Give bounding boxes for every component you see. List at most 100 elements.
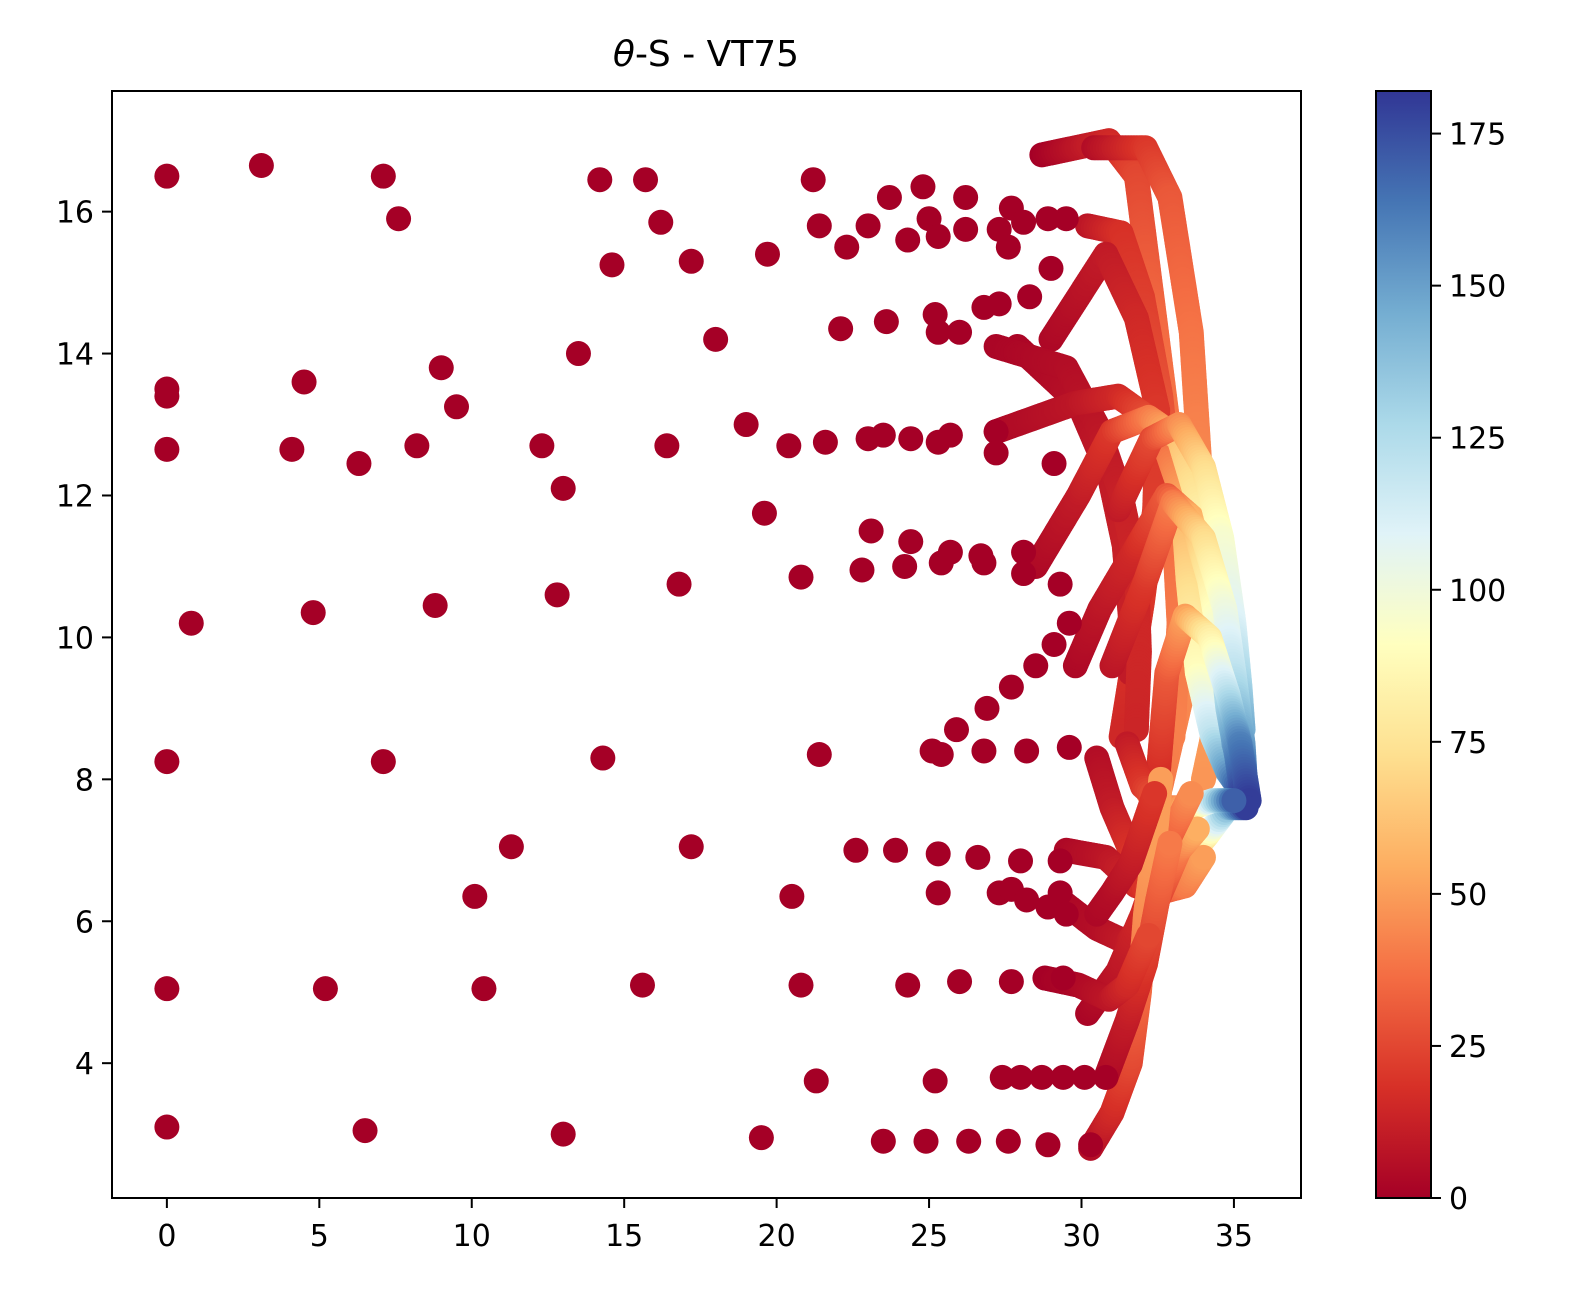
y-tick-label: 12 [56, 479, 94, 514]
data-point [1014, 738, 1040, 764]
data-point [754, 241, 780, 267]
data-point [1072, 1064, 1098, 1090]
data-point [1011, 209, 1037, 235]
data-point [1029, 1064, 1055, 1090]
data-point [953, 216, 979, 242]
data-point [1056, 610, 1082, 636]
data-point [974, 695, 1000, 721]
data-point [529, 433, 555, 459]
chart-title-theta: θ [613, 34, 635, 75]
colorbar-tick-label: 100 [1449, 574, 1506, 609]
data-point [1047, 848, 1073, 874]
data-point [870, 1128, 896, 1154]
points-layer [154, 153, 1119, 1158]
data-point [300, 600, 326, 626]
x-tick-label: 15 [605, 1219, 643, 1254]
data-point [703, 326, 729, 352]
data-point [733, 412, 759, 438]
data-point [1056, 734, 1082, 760]
chart-title-rest: -S - VT75 [635, 34, 799, 75]
data-point [913, 1128, 939, 1154]
data-point [1017, 284, 1043, 310]
data-point [1014, 887, 1040, 913]
data-point [1050, 1064, 1076, 1090]
data-point [346, 451, 372, 477]
data-point [678, 248, 704, 274]
data-point [1041, 632, 1067, 657]
data-point [989, 1064, 1015, 1090]
y-tick-label: 10 [56, 621, 94, 656]
data-point [843, 837, 869, 863]
data-point [922, 1068, 948, 1094]
data-point [971, 550, 997, 576]
data-point [898, 529, 924, 555]
data-point [828, 316, 854, 342]
data-point [590, 745, 616, 771]
track-marker [1190, 844, 1216, 870]
data-point [751, 500, 777, 526]
data-point [1008, 1064, 1034, 1090]
data-point [1023, 653, 1049, 679]
colorbar-tick-label: 75 [1449, 726, 1487, 761]
tracks-layer [983, 128, 1262, 1161]
data-point [983, 419, 1009, 445]
data-point [895, 972, 921, 998]
data-point [925, 841, 951, 867]
data-point [154, 1114, 180, 1140]
data-point [550, 1121, 576, 1147]
data-point [666, 571, 692, 597]
data-point [971, 738, 997, 764]
data-point [1053, 206, 1079, 232]
data-point [462, 883, 488, 909]
y-tick-label: 14 [56, 338, 94, 373]
x-tick-label: 20 [758, 1219, 796, 1254]
data-point [965, 844, 991, 870]
data-point [870, 422, 896, 448]
data-point [444, 394, 470, 420]
colorbar-tick-label: 175 [1449, 118, 1506, 153]
x-tick-label: 25 [910, 1219, 948, 1254]
data-point [937, 422, 963, 448]
data-point [849, 557, 875, 583]
data-point [998, 969, 1024, 995]
data-point [1011, 539, 1037, 565]
track-marker [1184, 816, 1210, 842]
x-tick-label: 0 [157, 1219, 176, 1254]
data-point [599, 252, 625, 278]
data-point [291, 369, 317, 395]
data-point [855, 213, 881, 239]
data-point [404, 433, 430, 459]
data-point [648, 209, 674, 235]
data-point [998, 674, 1024, 700]
data-point [788, 972, 814, 998]
track-marker [1178, 781, 1204, 807]
track-marker [1136, 922, 1162, 948]
data-point [422, 592, 448, 618]
data-point [629, 972, 655, 998]
data-point [776, 433, 802, 459]
data-point [1041, 451, 1067, 477]
colorbar-tick-label: 150 [1449, 270, 1506, 305]
track-marker [1157, 830, 1183, 856]
x-tick-label: 30 [1062, 1219, 1100, 1254]
data-point [370, 749, 396, 775]
data-point [1053, 901, 1079, 927]
colorbar-tick-label: 50 [1449, 878, 1487, 913]
data-point [947, 969, 973, 995]
data-point [800, 167, 826, 193]
data-point [550, 475, 576, 501]
data-point [873, 309, 899, 335]
data-point [928, 550, 954, 576]
data-point [995, 234, 1021, 260]
data-point [956, 1128, 982, 1154]
data-point [788, 564, 814, 590]
data-point [995, 1128, 1021, 1154]
data-point [928, 741, 954, 767]
data-point [370, 163, 396, 189]
data-point [1047, 880, 1073, 906]
x-axis: 0 5 10 15 20 25 30 35 [157, 1198, 1253, 1254]
data-point [248, 153, 274, 179]
data-point [654, 433, 680, 459]
y-tick-label: 4 [75, 1047, 94, 1082]
